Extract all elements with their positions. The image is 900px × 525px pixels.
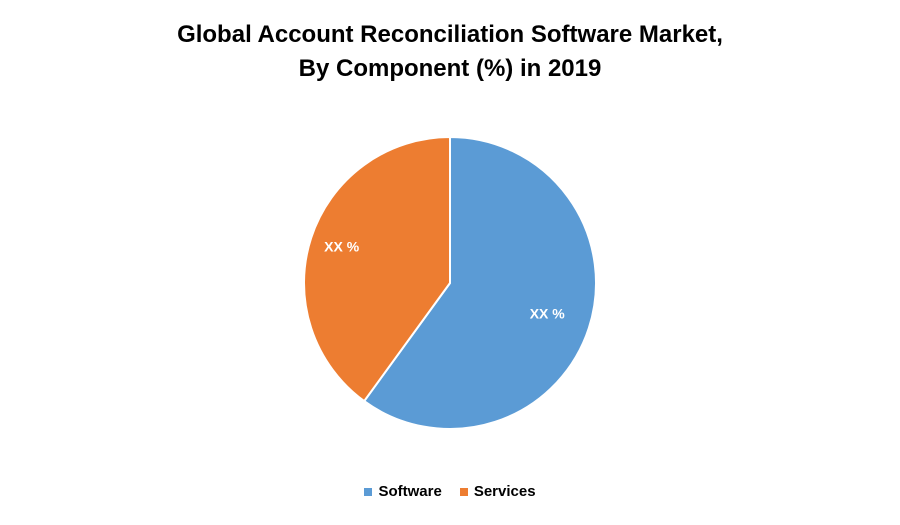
legend-item-software: Software [364,483,442,500]
legend-item-services: Services [459,483,536,500]
pie-slice-services [303,135,451,403]
data-label-software: XX % [530,305,566,321]
chart-title-line-2: By Component (%) in 2019 [298,55,602,82]
legend-swatch-software [364,487,373,496]
legend-label-services: Services [473,483,536,500]
pie-slice-software [362,135,597,430]
data-label-services: XX % [324,239,360,255]
chart-title-line-1: Global Account Reconciliation Software M… [177,21,723,48]
legend-swatch-services [459,487,468,496]
chart-legend: Software Services [0,483,900,500]
legend-label-software: Software [378,483,442,500]
chart-title: Global Account Reconciliation Software M… [0,18,900,86]
